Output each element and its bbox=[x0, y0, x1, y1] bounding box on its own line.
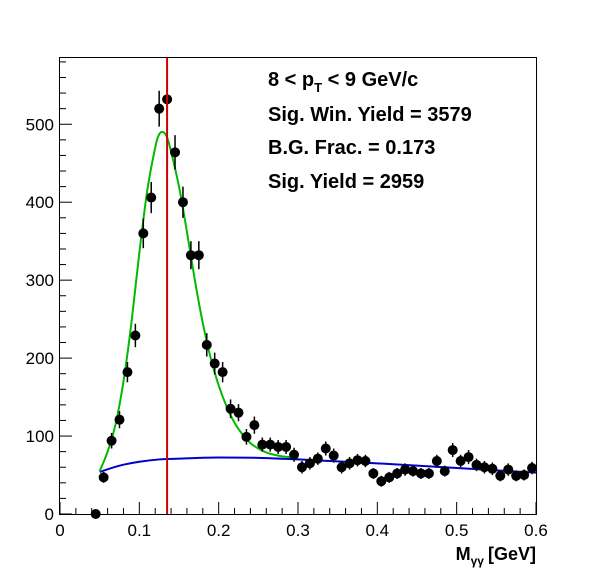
data-point bbox=[304, 458, 315, 469]
x-tick-label: 0.2 bbox=[207, 521, 231, 540]
data-point bbox=[122, 367, 133, 378]
data-point bbox=[503, 464, 514, 475]
data-point bbox=[312, 453, 323, 464]
data-point bbox=[479, 462, 490, 473]
data-point bbox=[193, 250, 204, 261]
y-tick-label: 500 bbox=[26, 115, 54, 134]
data-point bbox=[106, 435, 117, 446]
annotation-sig-win-yield: Sig. Win. Yield = 3579 bbox=[268, 104, 472, 126]
data-point bbox=[146, 192, 157, 203]
data-point bbox=[463, 452, 474, 463]
data-point bbox=[431, 455, 442, 466]
data-point bbox=[170, 147, 181, 158]
data-point bbox=[154, 103, 165, 114]
data-point bbox=[114, 414, 125, 425]
x-tick-label: 0.1 bbox=[128, 521, 152, 540]
data-point bbox=[487, 463, 498, 474]
axes: 0 0.1 0.2 0.3 0.4 0.5 0.6 0 100 200 300 400 500 bbox=[26, 61, 548, 540]
x-tick-label: 0.3 bbox=[286, 521, 310, 540]
data-point bbox=[265, 439, 276, 450]
data-point bbox=[130, 330, 141, 341]
data-point bbox=[336, 462, 347, 473]
data-point bbox=[273, 441, 284, 452]
data-point bbox=[384, 472, 395, 483]
data-point bbox=[423, 468, 434, 479]
data-point bbox=[296, 462, 307, 473]
data-point bbox=[241, 431, 252, 442]
data-point bbox=[98, 472, 109, 483]
data-point bbox=[527, 463, 538, 474]
data-point bbox=[320, 443, 331, 454]
y-tick-label: 100 bbox=[26, 427, 54, 446]
x-tick-label: 0.4 bbox=[366, 521, 390, 540]
data-point bbox=[360, 455, 371, 466]
data-point bbox=[447, 445, 458, 456]
annotation-pt-range: 8 < pT < 9 GeV/c bbox=[268, 69, 418, 95]
data-point bbox=[368, 468, 379, 479]
y-tick-label: 300 bbox=[26, 271, 54, 290]
data-point bbox=[233, 407, 244, 418]
data-point bbox=[209, 358, 220, 369]
data-point bbox=[225, 403, 236, 414]
data-point bbox=[352, 455, 363, 466]
data-point bbox=[408, 466, 419, 477]
data-point bbox=[281, 441, 292, 452]
y-tick-label: 0 bbox=[45, 505, 54, 524]
data-point bbox=[90, 509, 101, 519]
signal-fit-curve bbox=[98, 130, 291, 472]
x-tick-label: 0.5 bbox=[445, 521, 469, 540]
data-point bbox=[400, 464, 411, 475]
data-point bbox=[455, 455, 466, 466]
data-point bbox=[289, 449, 300, 460]
data-point bbox=[471, 459, 482, 470]
data-point bbox=[249, 420, 260, 431]
annotation-sig-yield: Sig. Yield = 2959 bbox=[268, 171, 424, 193]
x-tick-label: 0.6 bbox=[524, 521, 548, 540]
x-tick-label: 0 bbox=[55, 521, 64, 540]
data-point bbox=[185, 250, 196, 261]
data-point bbox=[415, 468, 426, 479]
data-point bbox=[344, 458, 355, 469]
data-point bbox=[392, 468, 403, 479]
data-point bbox=[519, 470, 530, 481]
data-points-layer bbox=[90, 81, 538, 519]
data-point bbox=[328, 450, 339, 461]
data-point bbox=[257, 439, 268, 450]
data-point bbox=[376, 476, 387, 487]
data-point bbox=[201, 339, 212, 350]
x-axis-title: Mγγ [GeV] bbox=[456, 544, 536, 568]
data-point bbox=[495, 470, 506, 481]
y-tick-label: 400 bbox=[26, 193, 54, 212]
annotation-bg-frac: B.G. Frac. = 0.173 bbox=[268, 137, 435, 159]
plot-frame bbox=[59, 57, 537, 515]
y-tick-label: 200 bbox=[26, 349, 54, 368]
data-point bbox=[217, 367, 228, 378]
data-point bbox=[138, 228, 149, 239]
data-point bbox=[177, 197, 188, 208]
data-point bbox=[439, 466, 450, 477]
data-point bbox=[511, 470, 522, 481]
signal-fit-layer bbox=[98, 130, 291, 472]
